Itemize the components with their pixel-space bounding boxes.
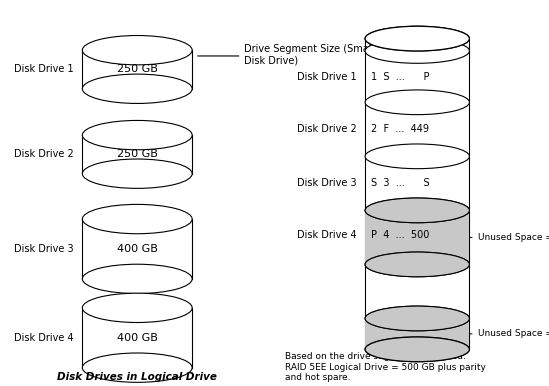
Bar xyxy=(82,50,192,89)
Ellipse shape xyxy=(365,90,469,115)
Ellipse shape xyxy=(82,159,192,188)
Text: Disk Drive 2: Disk Drive 2 xyxy=(297,124,357,134)
Ellipse shape xyxy=(82,74,192,103)
Ellipse shape xyxy=(365,26,469,51)
Ellipse shape xyxy=(82,120,192,150)
Text: Disk Drives in Logical Drive: Disk Drives in Logical Drive xyxy=(57,372,217,382)
Text: Disk Drive 4: Disk Drive 4 xyxy=(297,230,357,240)
Bar xyxy=(82,219,192,279)
Ellipse shape xyxy=(82,264,192,293)
Bar xyxy=(82,135,192,174)
Text: Disk Drive 4: Disk Drive 4 xyxy=(14,333,74,343)
Text: Disk Drive 1: Disk Drive 1 xyxy=(14,64,74,74)
Text: Unused Space = 150 GB: Unused Space = 150 GB xyxy=(469,233,549,242)
Ellipse shape xyxy=(365,306,469,331)
Text: 250 GB: 250 GB xyxy=(117,149,158,159)
Text: Drive Segment Size (Smallest
Disk Drive): Drive Segment Size (Smallest Disk Drive) xyxy=(244,44,390,66)
Text: Disk Drive 3: Disk Drive 3 xyxy=(297,178,357,188)
Text: 250 GB: 250 GB xyxy=(117,64,158,74)
Text: S  3  ...      S: S 3 ... S xyxy=(371,178,429,188)
Bar xyxy=(365,318,469,349)
Text: 400 GB: 400 GB xyxy=(117,244,158,254)
Bar xyxy=(365,39,469,349)
Ellipse shape xyxy=(82,204,192,234)
Ellipse shape xyxy=(365,144,469,169)
Ellipse shape xyxy=(365,337,469,362)
Text: 2  F  ...  449: 2 F ... 449 xyxy=(371,124,429,134)
Ellipse shape xyxy=(365,306,469,331)
Ellipse shape xyxy=(365,39,469,63)
Ellipse shape xyxy=(365,198,469,223)
Text: 1  S  ...      P: 1 S ... P xyxy=(371,72,429,82)
Ellipse shape xyxy=(82,293,192,322)
Bar xyxy=(365,210,469,264)
Text: Disk Drive 1: Disk Drive 1 xyxy=(297,72,357,82)
Ellipse shape xyxy=(82,36,192,65)
Bar xyxy=(82,308,192,367)
Text: P  4  ...  500: P 4 ... 500 xyxy=(371,230,429,240)
Text: Disk Drive 2: Disk Drive 2 xyxy=(14,149,74,159)
Text: Based on the drive segment sizes used:
RAID 5EE Logical Drive = 500 GB plus pari: Based on the drive segment sizes used: R… xyxy=(285,352,486,382)
Ellipse shape xyxy=(365,26,469,51)
Text: Unused Space = 150 GB: Unused Space = 150 GB xyxy=(469,329,549,339)
Ellipse shape xyxy=(365,337,469,362)
Ellipse shape xyxy=(82,353,192,382)
Text: Disk Drive 3: Disk Drive 3 xyxy=(14,244,74,254)
Ellipse shape xyxy=(365,198,469,223)
Ellipse shape xyxy=(365,252,469,277)
Text: 400 GB: 400 GB xyxy=(117,333,158,343)
Ellipse shape xyxy=(365,252,469,277)
